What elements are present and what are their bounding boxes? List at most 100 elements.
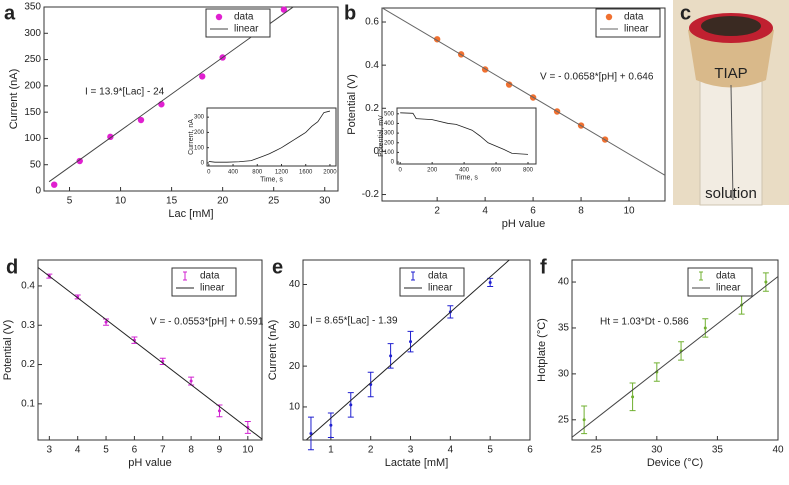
x-tick-label: 6 [530,206,536,217]
x-tick-label: 25 [268,196,280,207]
point [51,181,58,188]
y-tick-label: 150 [24,107,41,118]
point [329,423,333,427]
legend-label: linear [428,283,453,294]
legend-box [399,267,465,297]
legend-box [205,8,271,38]
y-tick-label: 200 [384,140,395,146]
y-tick-label: 100 [384,150,395,156]
y-tick-label: 400 [384,121,395,127]
x-tick-label: 6 [527,445,533,456]
y-tick-label: 0.2 [21,359,35,370]
point [389,354,393,358]
legend-label: linear [234,24,259,35]
fit-line [208,110,331,163]
legend-box [171,267,237,297]
panel-letter: b [344,2,356,24]
x-tick-label: 9 [217,445,223,456]
legend-label: data [428,271,448,282]
plot: 2 4 6 8 10 -0.2 0 0.2 0.4 0.6 pH value Potential (V… [344,2,666,230]
point [76,157,83,165]
fit-line [381,7,666,176]
x-tick-label: 800 [523,168,534,174]
electrode [701,16,761,36]
y-tick-label: 300 [384,131,395,137]
legend-label: data [624,12,644,23]
x-tick-label: 30 [651,445,663,456]
x-tick-label: 400 [459,168,470,174]
photo-label: TIAP [714,65,747,82]
legend-swatch [411,271,415,281]
legend-box [595,8,661,38]
x-tick-label: 200 [427,168,438,174]
y-tick-label: 0.2 [365,103,379,114]
photo: TIAP solution c [673,0,789,206]
panel-letter: e [272,256,283,278]
y-tick-label: 0.4 [21,281,35,292]
point [505,81,513,88]
fit-line [37,267,263,440]
y-axis-label: Current (nA) [267,320,279,381]
y-tick-label: 200 [194,130,205,136]
annotation: V = - 0.0553*[pH] + 0.591 [150,317,264,328]
x-tick-label: 0 [207,170,211,176]
x-tick-label: 10 [623,206,635,217]
legend-label: data [200,271,220,282]
y-tick-label: 50 [30,159,42,170]
point [582,418,586,422]
point [764,280,768,284]
y-tick-label: 10 [289,402,301,413]
legend-swatch [699,271,703,281]
y-tick-label: 40 [289,279,301,290]
y-tick-label: -0.2 [362,189,380,200]
inset: 0 400 800 1200 1600 2000 0 100 200 300 Time, s Curr… [188,107,337,184]
y-axis-label: Current, nA [188,119,195,155]
x-tick-label: 3 [408,445,414,456]
x-tick-label: 4 [75,445,81,456]
y-tick-label: 30 [289,320,301,331]
y-tick-label: 0 [201,161,205,167]
point [280,6,288,13]
point [631,395,635,399]
x-tick-label: 1 [328,445,334,456]
x-tick-label: 2 [368,445,374,456]
x-tick-label: 5 [487,445,493,456]
x-tick-label: 20 [217,196,229,207]
x-tick-label: 8 [188,445,194,456]
point [703,326,707,330]
panel-letter: d [6,256,18,278]
axes-box [206,107,337,167]
plot: 3 4 5 6 7 8 9 10 0.1 0.2 0.3 0.4 pH value Potential (… [2,256,264,469]
y-tick-label: 100 [194,145,205,151]
y-axis-label: Potential (V) [346,74,358,135]
x-tick-label: 5 [103,445,109,456]
axes-box [381,7,666,202]
y-tick-label: 250 [24,54,41,65]
legend-label: data [716,271,736,282]
y-axis-label: Potential, mV [378,115,385,157]
fit-line [571,276,779,438]
point [349,403,353,407]
y-axis-label: Potential (V) [2,320,14,381]
x-tick-label: 8 [578,206,584,217]
legend-swatch [183,271,187,281]
x-axis-label: Time, s [455,175,478,182]
x-tick-label: 25 [591,445,603,456]
y-tick-label: 25 [558,414,570,425]
legend-swatch [605,13,613,21]
legend-label: linear [200,283,225,294]
x-tick-label: 10 [242,445,254,456]
x-tick-label: 1200 [275,170,289,176]
y-tick-label: 20 [289,361,301,372]
point [158,101,165,108]
y-axis-label: Hotplate (°C) [536,318,548,382]
y-tick-label: 0 [391,160,395,166]
x-tick-label: 0 [399,168,403,174]
y-axis-label: Current (nA) [8,69,20,130]
x-tick-label: 2000 [323,170,337,176]
x-axis-label: Lactate [mM] [385,457,449,469]
point [104,320,108,324]
point [217,409,221,413]
legend-label: linear [624,24,649,35]
